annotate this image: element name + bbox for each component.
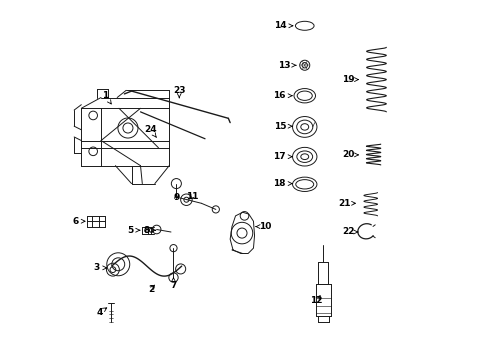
Text: 23: 23	[173, 86, 185, 98]
Text: 15: 15	[274, 122, 292, 131]
Text: 11: 11	[186, 192, 198, 201]
Text: 8: 8	[143, 226, 155, 235]
Text: 22: 22	[342, 228, 357, 237]
Text: 18: 18	[273, 179, 291, 188]
Text: 4: 4	[96, 308, 106, 317]
Text: 21: 21	[338, 199, 355, 208]
Text: 5: 5	[127, 226, 140, 235]
Text: 9: 9	[173, 193, 179, 202]
Text: 14: 14	[273, 21, 292, 30]
Text: 2: 2	[148, 285, 154, 294]
Text: 20: 20	[342, 150, 358, 159]
Text: 3: 3	[93, 264, 106, 273]
Text: 19: 19	[342, 75, 358, 84]
Text: 1: 1	[102, 91, 111, 104]
Text: 7: 7	[170, 278, 176, 290]
Text: 17: 17	[273, 152, 291, 161]
Text: 6: 6	[72, 217, 85, 226]
Text: 16: 16	[273, 91, 291, 100]
Text: 13: 13	[277, 61, 295, 70]
Text: 10: 10	[256, 222, 271, 231]
Text: 24: 24	[144, 125, 157, 137]
Text: 12: 12	[309, 296, 322, 305]
